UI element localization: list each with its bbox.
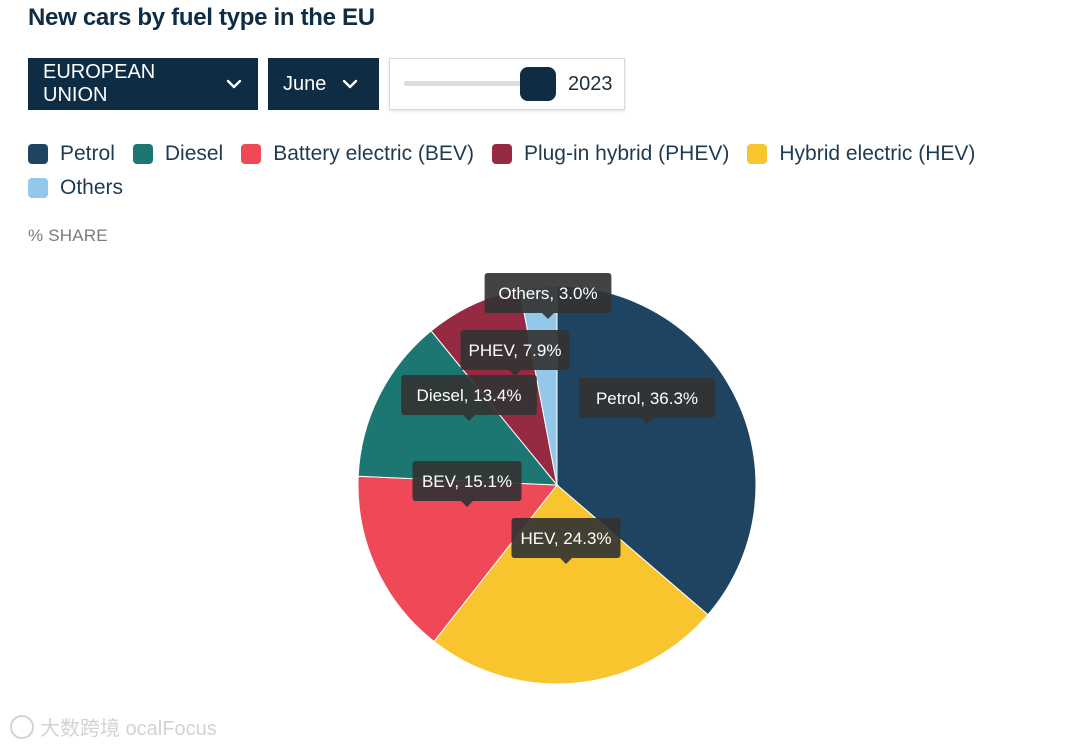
controls-bar: EUROPEAN UNION June 2023	[28, 58, 625, 110]
legend-swatch-diesel	[132, 144, 153, 164]
tooltip-pointer-hev	[560, 558, 572, 564]
tooltip-label-petrol: Petrol, 36.3%	[596, 389, 698, 408]
legend-item-hev[interactable]: Hybrid electric (HEV)	[747, 142, 975, 166]
tooltip-phev: PHEV, 7.9%	[460, 330, 570, 376]
tooltip-pointer-bev	[461, 501, 473, 507]
tooltip-hev: HEV, 24.3%	[511, 518, 621, 564]
legend-swatch-phev	[491, 144, 512, 164]
tooltip-pointer-petrol	[641, 418, 653, 424]
legend-label-bev: Battery electric (BEV)	[273, 142, 474, 165]
tooltip-pointer-others	[542, 313, 554, 319]
legend-label-others: Others	[60, 176, 124, 199]
pie-slice-bev[interactable]	[357, 475, 558, 643]
watermark-logo-icon	[10, 714, 34, 739]
tooltip-label-phev: PHEV, 7.9%	[469, 341, 562, 360]
chevron-down-icon	[226, 79, 242, 89]
legend-swatch-bev	[241, 144, 262, 164]
tooltip-box-bev	[412, 461, 522, 501]
tooltip-pointer-diesel	[463, 415, 475, 421]
legend-item-petrol[interactable]: Petrol	[28, 142, 115, 166]
legend-label-phev: Plug-in hybrid (PHEV)	[523, 142, 730, 165]
month-dropdown-label: June	[283, 72, 327, 95]
chart-legend: Petrol Diesel Battery electric (BEV) Plug-i…	[28, 142, 1028, 200]
pie-slice-hev[interactable]	[433, 484, 709, 685]
tooltip-bev: BEV, 15.1%	[412, 461, 522, 507]
tooltip-label-diesel: Diesel, 13.4%	[417, 386, 522, 405]
legend-swatch-others	[28, 178, 48, 198]
legend-label-hev: Hybrid electric (HEV)	[779, 142, 976, 165]
region-dropdown[interactable]: EUROPEAN UNION	[28, 58, 258, 110]
legend-swatch-petrol	[28, 144, 48, 164]
legend-label-petrol: Petrol	[60, 142, 115, 165]
tooltip-label-others: Others, 3.0%	[498, 284, 597, 303]
tooltip-box-phev	[460, 330, 570, 370]
tooltip-diesel: Diesel, 13.4%	[401, 375, 537, 421]
watermark: 大数跨境 ocalFocus	[10, 712, 217, 741]
legend-item-others[interactable]: Others	[28, 176, 123, 200]
tooltip-pointer-phev	[509, 370, 521, 376]
tooltip-label-bev: BEV, 15.1%	[422, 472, 512, 491]
watermark-text: 大数跨境 ocalFocus	[40, 718, 217, 740]
chart-title: New cars by fuel type in the EU	[28, 4, 375, 31]
year-slider-value: 2023	[568, 73, 613, 95]
year-slider-track[interactable]	[404, 81, 544, 86]
legend-swatch-hev	[747, 144, 768, 164]
chevron-down-icon	[342, 79, 358, 89]
tooltip-box-diesel	[401, 375, 537, 415]
legend-item-phev[interactable]: Plug-in hybrid (PHEV)	[491, 142, 730, 166]
pie-labels: Petrol, 36.3% HEV, 24.3% BEV, 15.1% Diesel,…	[401, 273, 715, 564]
legend-item-bev[interactable]: Battery electric (BEV)	[241, 142, 474, 166]
tooltip-label-hev: HEV, 24.3%	[520, 529, 611, 548]
legend-item-diesel[interactable]: Diesel	[132, 142, 224, 166]
pie-slice-petrol[interactable]	[556, 285, 757, 616]
tooltip-box-others	[484, 273, 612, 313]
month-dropdown[interactable]: June	[268, 58, 379, 110]
year-slider[interactable]: 2023	[389, 58, 625, 110]
region-dropdown-label: EUROPEAN UNION	[43, 61, 156, 106]
year-slider-thumb[interactable]	[520, 67, 556, 101]
tooltip-box-petrol	[579, 378, 715, 418]
tooltip-others: Others, 3.0%	[484, 273, 612, 319]
legend-label-diesel: Diesel	[164, 142, 224, 165]
tooltip-petrol: Petrol, 36.3%	[579, 378, 715, 424]
unit-label: % SHARE	[28, 226, 108, 245]
tooltip-box-hev	[511, 518, 621, 558]
